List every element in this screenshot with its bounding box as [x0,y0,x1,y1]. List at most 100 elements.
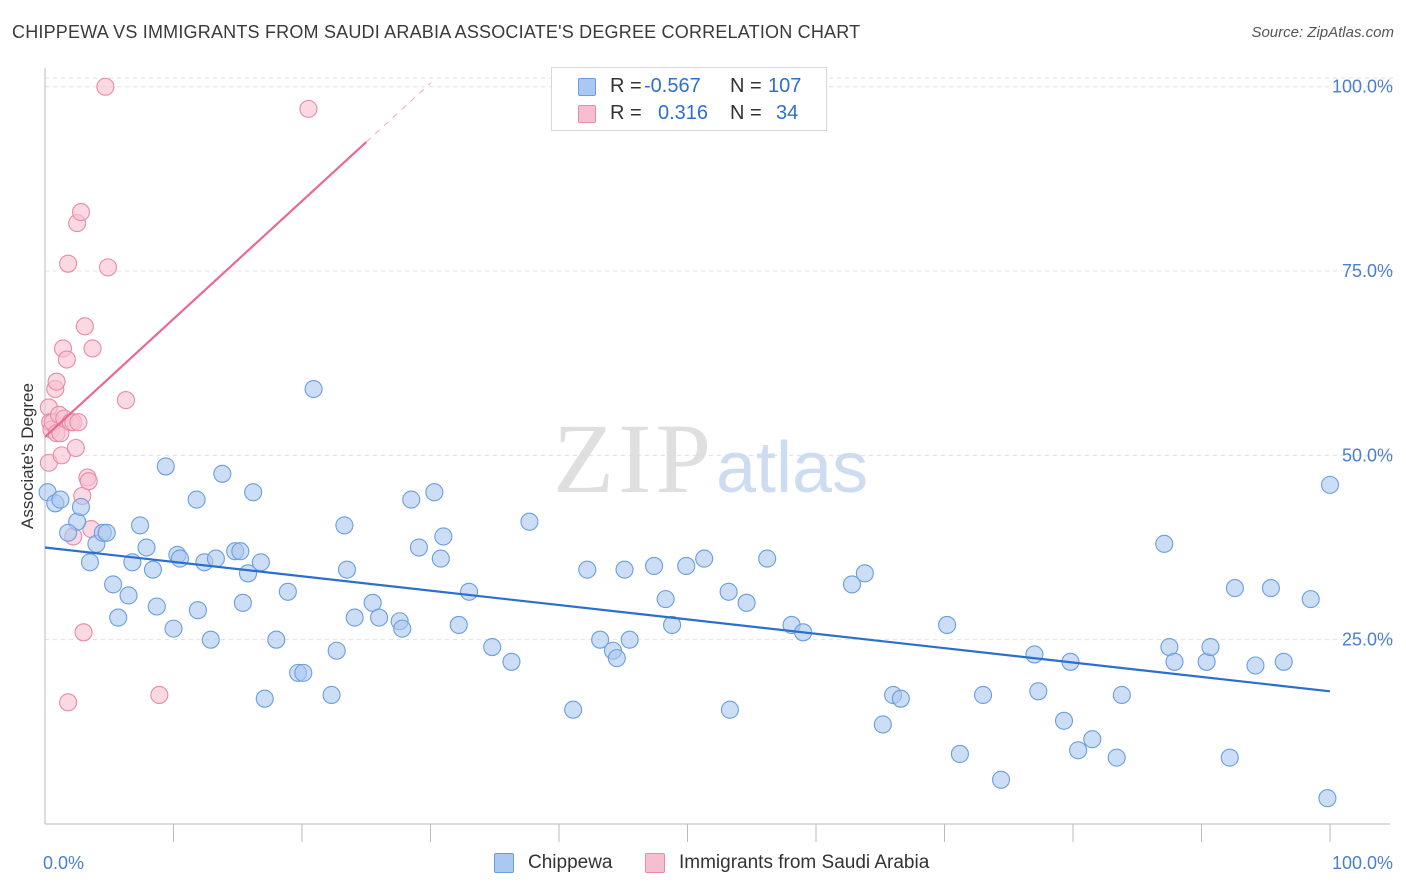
saudi-arabia-point [59,254,78,273]
axes [44,68,1390,842]
chippewa-point [137,538,156,557]
chippewa-point [104,575,123,594]
chippewa-point [425,483,444,502]
legend-r-label: R = [610,75,642,97]
chippewa-point [213,464,232,483]
chippewa-point [1107,748,1126,767]
chippewa-point [938,615,957,634]
chippewa-point [337,560,357,579]
chippewa-point [1054,711,1074,730]
chippewa-point [663,615,682,634]
saudi-arabia-point [96,77,115,96]
legend-r-label: R = [610,102,642,124]
chippewa-point [620,630,639,649]
saudi-arabia-point [47,372,66,391]
chippewa-point [1320,475,1340,494]
correlation-legend: R = -0.567 N = 107 R = 0.316 N = 34 [551,67,827,131]
chippewa-point [873,715,892,734]
legend-row-chippewa: R = -0.567 N = 107 [552,75,826,101]
trend-line-saudi-arabia [44,141,367,438]
chippewa-point [170,549,189,568]
trend-lines [44,82,1331,693]
chippewa-point [335,516,354,535]
chippewa-point [304,379,323,399]
chippewa-point [1025,645,1044,664]
series-chippewa-points [38,379,1340,808]
saudi-arabia-point [52,446,71,465]
chippewa-point [758,549,777,568]
chippewa-point [409,538,428,557]
chippewa-point [950,744,969,764]
saudi-arabia-point [71,203,91,222]
y-axis-title: Associate's Degree [18,383,37,529]
chippewa-point [187,490,206,509]
chippewa-point [434,527,453,546]
series-saudi-arabia-points [39,77,318,712]
chippewa-point [1069,741,1088,760]
chippewa-point [80,553,100,572]
saudi-arabia-point [74,623,93,642]
chippewa-point [233,593,252,612]
chippewa-point [59,523,78,542]
chippewa-point [278,582,297,601]
chippewa-point [251,553,270,572]
chippewa-point [71,497,91,517]
chippewa-point [255,689,274,708]
chippewa-point [231,542,250,561]
saudi-arabia-point [59,693,78,712]
chippewa-point [156,457,175,476]
x-tick-label: 0.0% [43,853,84,873]
saudi-arabia-point [79,472,98,491]
watermark-atlas: atlas [716,428,868,508]
chippewa-point [991,770,1011,789]
chippewa-point [393,619,412,638]
chippewa-point [119,586,138,605]
chippewa-point [143,560,162,579]
chippewa-point [97,523,116,542]
legend-n-value: 107 [768,75,802,97]
chippewa-point [719,582,738,601]
chippewa-point [607,649,626,668]
bottom-legend-swatch-saudi-arabia [645,853,665,873]
saudi-arabia-point [150,685,169,705]
y-tick-label: 25.0% [1342,630,1393,650]
chippewa-point [855,564,874,583]
saudi-arabia-point [83,339,102,358]
chippewa-point [449,615,468,634]
chippewa-point [1261,579,1280,598]
chippewa-point [591,630,610,649]
legend-swatch-chippewa [578,78,596,96]
chippewa-point [1301,590,1320,609]
chippewa-point [656,590,675,609]
saudi-arabia-point [75,317,94,336]
chippewa-point [147,597,166,616]
chippewa-point [206,549,225,568]
saudi-arabia-point [98,258,118,277]
trend-line-chippewa [44,546,1331,693]
legend-n-label: N = [730,102,762,124]
chippewa-point [1225,579,1244,598]
chippewa-point [1029,682,1048,701]
watermark: ZIP atlas [553,403,868,514]
chippewa-point [645,556,664,576]
legend-row-saudi-arabia: R = 0.316 N = 34 [552,102,826,128]
chippewa-point [502,652,521,671]
chippewa-point [973,685,993,705]
chippewa-point [483,638,502,657]
trend-line-saudi-arabia-extension [365,82,431,143]
saudi-arabia-point [299,99,318,118]
chart-title: CHIPPEWA VS IMMIGRANTS FROM SAUDI ARABIA… [12,22,861,42]
chippewa-point [1274,652,1293,671]
y-tick-label: 100.0% [1332,77,1393,97]
chippewa-point [891,689,910,708]
chippewa-point [677,556,696,576]
saudi-arabia-point [69,413,88,432]
chippewa-point [1083,730,1102,749]
chippewa-point [1246,656,1265,675]
chippewa-point [1220,748,1239,767]
chippewa-point [267,630,286,649]
chippewa-point [370,608,389,627]
legend-n-label: N = [730,75,762,97]
watermark-zip: ZIP [553,403,715,514]
